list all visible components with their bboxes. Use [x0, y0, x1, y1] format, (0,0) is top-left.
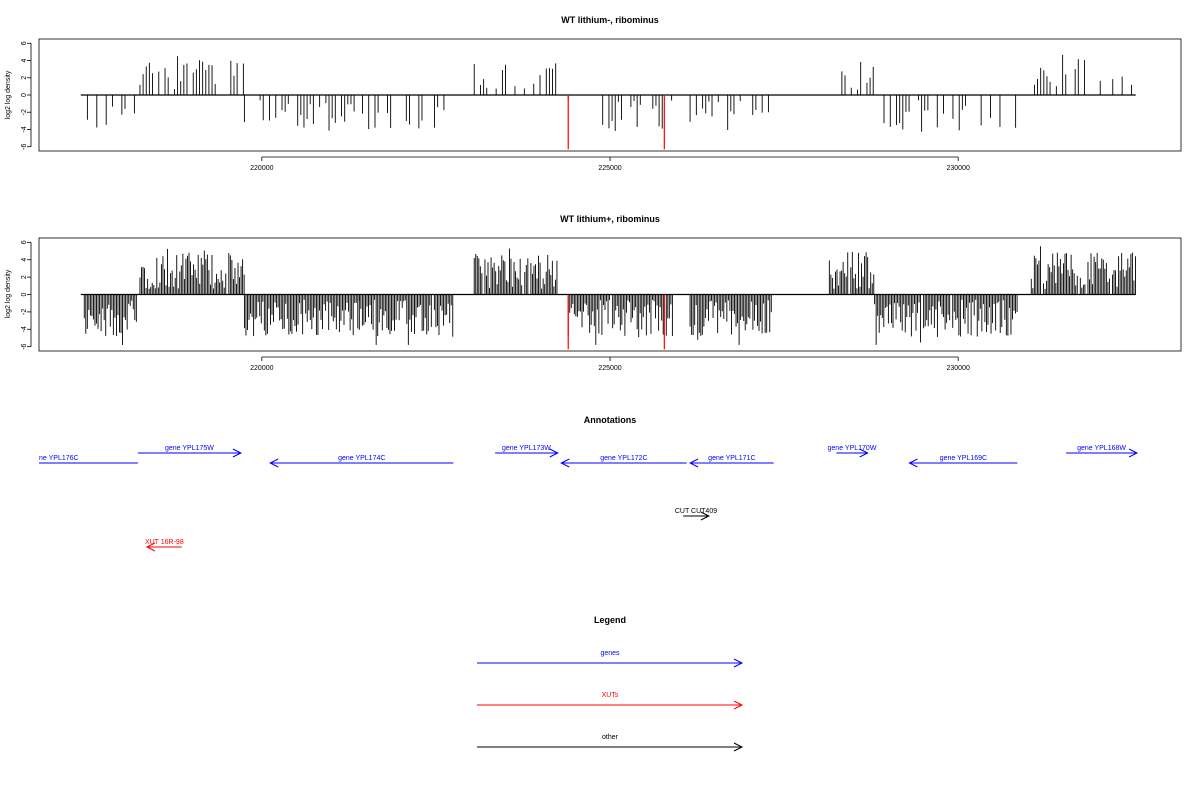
legend-items: genes XUTs other — [477, 650, 744, 752]
feature-label: gene YPL173W — [502, 445, 551, 452]
feature-gene-ypl174c: gene YPL174C — [269, 455, 454, 468]
arrow-head-icon — [733, 700, 744, 710]
feature-label: gene YPL175W — [165, 445, 214, 452]
feature-label: gene YPL171C — [708, 455, 755, 462]
y-tick-label: 0 — [21, 93, 28, 97]
arrow-head-icon — [908, 458, 918, 468]
legend-item-other: other — [477, 734, 744, 752]
y-tick-label: 4 — [21, 58, 28, 62]
y-tick-label: 6 — [21, 41, 28, 45]
track-title: WT lithium-, ribominus — [561, 15, 659, 25]
feature-label: CUT CUT409 — [675, 508, 717, 515]
y-tick-label: -4 — [21, 126, 28, 132]
track-panel-lithium-minus: WT lithium-, ribominus -6 -4 -2 0 2 4 6 220000… — [5, 15, 1182, 172]
legend-title: Legend — [594, 615, 626, 625]
legend-label: other — [602, 734, 619, 741]
y-tick-label: -4 — [21, 326, 28, 332]
feature-gene-ypl171c: gene YPL171C — [688, 455, 774, 468]
x-axis: 220000 225000 230000 — [250, 356, 970, 372]
track-panel-lithium-plus: WT lithium+, ribominus -6 -4 -2 0 2 4 6 220000… — [5, 214, 1182, 372]
annotations-title: Annotations — [584, 415, 637, 425]
feature-gene-ypl175w: gene YPL175W — [137, 445, 243, 458]
feature-label: gene YPL168W — [1077, 445, 1126, 452]
y-tick-label: 2 — [21, 76, 28, 80]
y-axis-label: log2 log density — [5, 269, 12, 318]
feature-label: XUT 16R-98 — [145, 539, 184, 546]
y-tick-label: -6 — [21, 343, 28, 349]
annotations-panel: Annotations ne YPL176C gene YPL175W gene Y… — [39, 415, 1139, 552]
y-tick-label: -2 — [21, 309, 28, 315]
arrow-head-icon — [549, 448, 559, 458]
bar-series — [80, 54, 1136, 150]
x-tick-label: 225000 — [598, 365, 621, 372]
arrow-head-icon — [269, 458, 279, 468]
arrow-head-icon — [145, 542, 156, 552]
feature-gene-ypl170w: gene YPL170W — [828, 445, 877, 458]
arrow-head-icon — [560, 458, 570, 468]
feature-label: gene YPL172C — [600, 455, 647, 462]
feature-arrows: ne YPL176C gene YPL175W gene YPL174C gene Y… — [39, 445, 1139, 552]
arrow-head-icon — [1128, 448, 1139, 458]
feature-label: ne YPL176C — [39, 455, 79, 462]
x-tick-label: 230000 — [946, 365, 969, 372]
y-axis: -6 -4 -2 0 2 4 6 — [21, 240, 32, 350]
legend-label: genes — [600, 650, 620, 657]
legend-panel: Legend genes XUTs other — [477, 615, 744, 752]
feature-gene-ypl172c: gene YPL172C — [560, 455, 687, 468]
x-tick-label: 230000 — [946, 165, 969, 172]
bar-series — [80, 246, 1136, 350]
feature-cut-cut409: CUT CUT409 — [675, 508, 717, 521]
arrow-head-icon — [733, 742, 744, 752]
x-axis: 220000 225000 230000 — [250, 156, 970, 172]
track-title: WT lithium+, ribominus — [560, 214, 660, 224]
y-tick-label: 6 — [21, 240, 28, 244]
arrow-head-icon — [232, 448, 243, 458]
feature-gene-ypl173w: gene YPL173W — [495, 445, 559, 458]
y-tick-label: 0 — [21, 292, 28, 296]
feature-gene-ypl168w: gene YPL168W — [1066, 445, 1139, 458]
legend-item-genes: genes — [477, 650, 744, 668]
y-axis: -6 -4 -2 0 2 4 6 — [21, 41, 32, 150]
y-tick-label: 2 — [21, 275, 28, 279]
feature-label: gene YPL169C — [940, 455, 987, 462]
x-tick-label: 225000 — [598, 165, 621, 172]
y-tick-label: -2 — [21, 109, 28, 115]
y-axis-label: log2 log density — [5, 70, 12, 119]
feature-gene-ypl169c: gene YPL169C — [908, 455, 1018, 468]
legend-item-xuts: XUTs — [477, 692, 744, 710]
arrow-head-icon — [688, 458, 699, 468]
arrow-head-icon — [859, 448, 869, 458]
x-tick-label: 220000 — [250, 365, 273, 372]
arrow-head-icon — [700, 511, 710, 521]
y-tick-label: -6 — [21, 143, 28, 149]
plot-frame — [38, 237, 1182, 352]
feature-xut-16r-98: XUT 16R-98 — [145, 539, 184, 552]
y-tick-label: 4 — [21, 258, 28, 262]
plot-frame — [38, 38, 1182, 152]
feature-label: gene YPL174C — [338, 455, 385, 462]
feature-ne-ypl176c: ne YPL176C — [39, 455, 138, 464]
feature-label: gene YPL170W — [828, 445, 877, 452]
legend-label: XUTs — [602, 692, 619, 699]
x-tick-label: 220000 — [250, 165, 273, 172]
arrow-head-icon — [733, 658, 744, 668]
